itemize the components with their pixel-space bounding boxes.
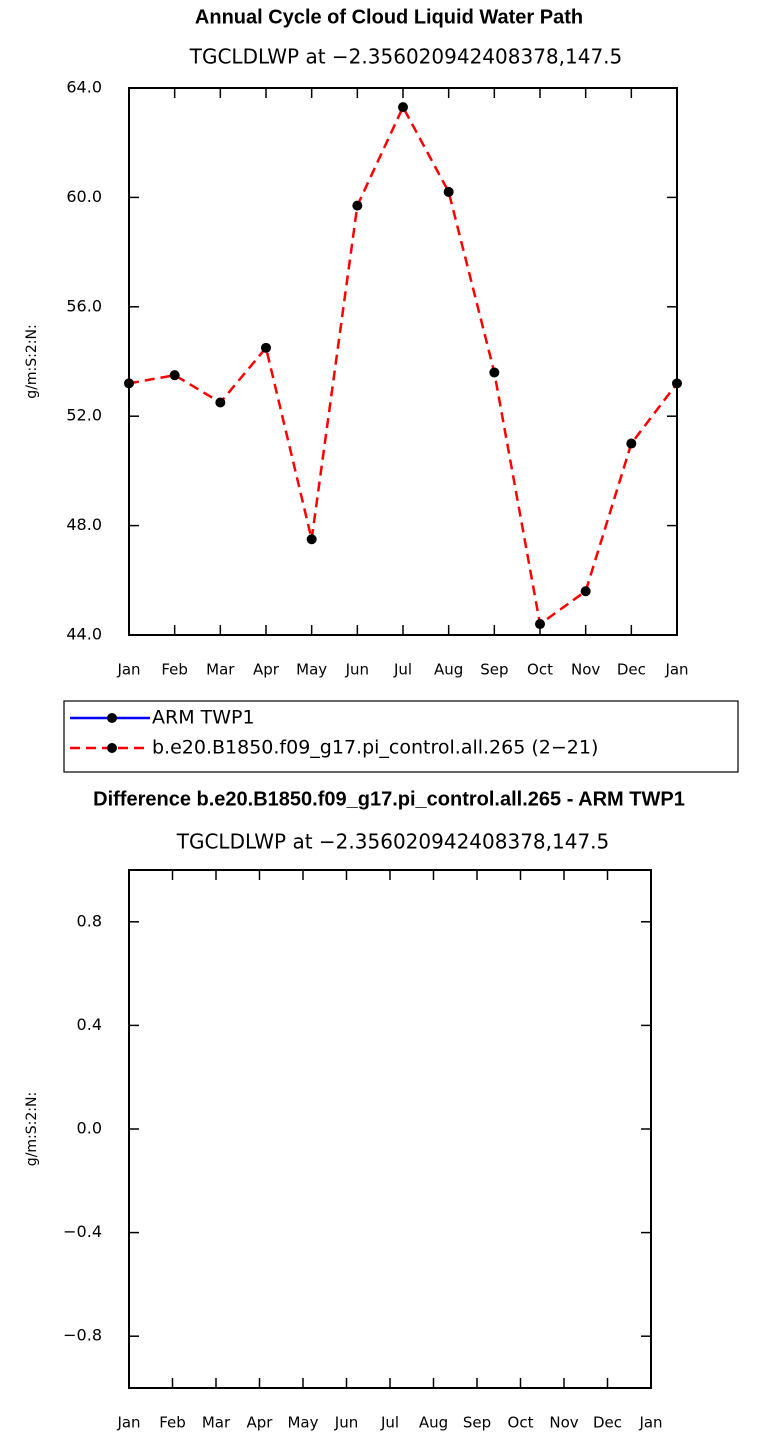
data-point [672,378,682,389]
y-tick-label: −0.4 [63,1222,102,1241]
chart-title: Difference b.e20.B1850.f09_g17.pi_contro… [93,788,685,810]
x-tick-label: May [296,661,327,679]
data-point [352,200,363,211]
data-point [580,586,591,597]
data-point [626,438,637,449]
x-tick-label: Jun [345,661,369,679]
x-tick-label: Apr [247,1414,274,1432]
y-tick-label: 52.0 [66,406,102,425]
x-tick-label: Jun [334,1414,358,1432]
legend-box [63,700,739,773]
x-tick-label: Oct [508,1414,534,1432]
x-tick-label: Feb [161,661,188,679]
y-tick-label: 0.0 [77,1119,102,1138]
y-tick-label: 0.8 [77,911,102,930]
chart-subtitle: TGCLDLWP at −2.356020942408378,147.5 [176,830,610,854]
x-tick-label: Dec [617,661,646,679]
x-tick-label: Jan [638,1414,662,1432]
x-tick-label: Mar [206,661,235,679]
data-point [306,534,317,545]
x-tick-label: Sep [480,661,508,679]
data-point [398,102,408,113]
legend-marker [107,713,117,723]
chart-title: Annual Cycle of Cloud Liquid Water Path [195,6,583,28]
y-tick-label: 44.0 [66,625,102,644]
data-point [535,619,545,630]
y-tick-label: 60.0 [66,187,102,206]
x-tick-label: Jul [380,1414,399,1432]
x-tick-label: Jan [116,661,140,679]
chart-subtitle: TGCLDLWP at −2.356020942408378,147.5 [189,45,623,69]
x-tick-label: Nov [549,1414,578,1432]
y-tick-label: 48.0 [66,515,102,534]
series-line [128,104,678,627]
plot-frame [128,869,652,1389]
x-tick-label: Dec [593,1414,622,1432]
x-tick-label: Aug [434,661,463,679]
legend-label: ARM TWP1 [152,707,255,729]
x-tick-label: Nov [571,661,600,679]
y-tick-label: 64.0 [66,78,102,97]
data-point [489,367,500,378]
data-point [443,186,454,197]
y-tick-label: 0.4 [77,1015,102,1034]
y-tick-label: −0.8 [63,1326,102,1345]
data-point [215,397,226,408]
data-point [169,370,180,381]
data-point [124,378,134,389]
y-tick-label: 56.0 [66,296,102,315]
data-point [261,342,271,353]
x-tick-label: Feb [159,1414,186,1432]
x-tick-label: Jan [116,1414,140,1432]
x-tick-label: Jan [664,661,688,679]
y-axis-label: g/m:S:2:N: [24,324,40,398]
legend-marker [107,743,117,753]
x-tick-label: Mar [202,1414,231,1432]
x-tick-label: Apr [253,661,280,679]
plot-frame [128,87,678,636]
x-tick-label: May [287,1414,318,1432]
x-tick-label: Sep [463,1414,491,1432]
y-axis-label: g/m:S:2:N: [24,1092,40,1166]
x-tick-label: Aug [419,1414,448,1432]
legend-label: b.e20.B1850.f09_g17.pi_control.all.265 (… [152,737,598,759]
x-tick-label: Oct [527,661,553,679]
x-tick-label: Jul [393,661,412,679]
